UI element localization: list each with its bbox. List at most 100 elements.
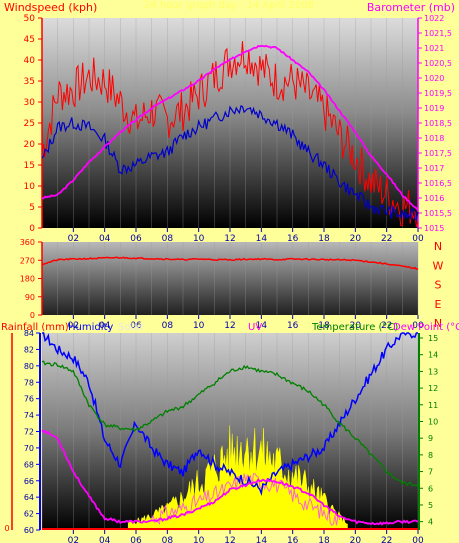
temperature-tick-label: 7 bbox=[428, 468, 433, 477]
humidity-tick-label: 78 bbox=[24, 378, 34, 387]
x-tick-label: 02 bbox=[68, 234, 79, 244]
x-tick-label: 16 bbox=[287, 234, 299, 244]
wind-direction-line bbox=[41, 256, 418, 270]
wind-y-tick-label: 50 bbox=[24, 14, 36, 24]
x-tick-label: 20 bbox=[350, 536, 362, 543]
barometer-y-tick-label: 1015,5 bbox=[424, 209, 452, 218]
x-tick-label: 16 bbox=[287, 321, 299, 331]
x-tick-label: 20 bbox=[350, 321, 362, 331]
x-tick-label: 06 bbox=[130, 234, 142, 244]
x-tick-label: 12 bbox=[224, 536, 235, 543]
wind-y-tick-label: 45 bbox=[24, 35, 35, 45]
wind-y-tick-label: 5 bbox=[29, 203, 35, 213]
dewpoint-line bbox=[41, 429, 419, 526]
x-tick-label: 12 bbox=[224, 321, 235, 331]
temperature-tick-label: 5 bbox=[428, 501, 433, 510]
direction-y-tick-label: 180 bbox=[20, 275, 35, 284]
temperature-line bbox=[41, 360, 419, 487]
x-tick-label: 06 bbox=[130, 321, 142, 331]
chart-title: 24 hour graph day : 14 April 2008 bbox=[144, 0, 314, 11]
humidity-tick-label: 74 bbox=[24, 411, 34, 420]
humidity-line bbox=[42, 332, 418, 496]
barometer-y-tick-label: 1018 bbox=[424, 134, 444, 143]
x-tick-label: 00 bbox=[412, 234, 424, 244]
uv-label: UV bbox=[248, 322, 262, 333]
compass-label: E bbox=[435, 298, 442, 311]
x-tick-label: 08 bbox=[162, 234, 174, 244]
direction-y-tick-label: 360 bbox=[20, 238, 35, 247]
direction-y-tick-label: 0 bbox=[30, 311, 35, 320]
compass-label: W bbox=[433, 259, 444, 272]
x-tick-label: 18 bbox=[318, 536, 330, 543]
x-tick-label: 18 bbox=[318, 234, 330, 244]
x-tick-label: 02 bbox=[68, 536, 79, 543]
barometer-y-tick-label: 1016,5 bbox=[424, 179, 452, 188]
compass-label: S bbox=[435, 279, 442, 292]
humidity-tick-label: 60 bbox=[24, 526, 34, 535]
compass-label: N bbox=[434, 240, 442, 253]
barometer-axis-title: Barometer (mb) bbox=[367, 1, 455, 14]
x-tick-label: 04 bbox=[99, 321, 111, 331]
temperature-tick-label: 4 bbox=[428, 518, 433, 527]
humidity-tick-label: 64 bbox=[24, 493, 34, 502]
barometer-y-tick-label: 1019,5 bbox=[424, 89, 452, 98]
x-tick-label: 22 bbox=[381, 321, 392, 331]
dewpoint-label: Dew Point (°C) bbox=[393, 322, 459, 333]
barometer-y-tick-label: 1020,5 bbox=[424, 59, 452, 68]
wind-y-tick-label: 40 bbox=[24, 56, 36, 66]
x-tick-label: 00 bbox=[412, 321, 424, 331]
direction-y-tick-label: 270 bbox=[20, 256, 35, 265]
x-tick-label: 00 bbox=[412, 536, 424, 543]
compass-label: N bbox=[434, 317, 442, 330]
direction-y-tick-label: 90 bbox=[25, 293, 35, 302]
temperature-tick-label: 10 bbox=[428, 417, 438, 426]
wind-y-tick-label: 10 bbox=[24, 182, 36, 192]
temperature-tick-label: 11 bbox=[428, 401, 438, 410]
barometer-y-tick-label: 1016 bbox=[424, 194, 444, 203]
barometer-y-tick-label: 1021 bbox=[424, 44, 444, 53]
x-tick-label: 04 bbox=[99, 536, 111, 543]
barometer-y-tick-label: 1020 bbox=[424, 74, 444, 83]
wind-speed-line bbox=[41, 105, 419, 221]
humidity-tick-label: 76 bbox=[24, 395, 34, 404]
barometer-y-tick-label: 1022 bbox=[424, 14, 444, 23]
x-tick-label: 14 bbox=[256, 536, 268, 543]
barometer-y-tick-label: 1018,5 bbox=[424, 119, 452, 128]
temperature-label: Temperature (°C) bbox=[311, 322, 398, 333]
humidity-tick-label: 82 bbox=[24, 345, 34, 354]
x-tick-label: 10 bbox=[193, 321, 205, 331]
wind-y-tick-label: 20 bbox=[24, 140, 36, 150]
temperature-tick-label: 6 bbox=[428, 484, 433, 493]
uv-line bbox=[151, 473, 341, 526]
humidity-tick-label: 84 bbox=[24, 329, 34, 338]
x-tick-label: 02 bbox=[68, 321, 79, 331]
x-tick-label: 18 bbox=[318, 321, 330, 331]
x-tick-label: 06 bbox=[130, 536, 142, 543]
humidity-tick-label: 80 bbox=[24, 362, 34, 371]
humidity-tick-label: 66 bbox=[24, 477, 34, 486]
x-tick-label: 10 bbox=[193, 536, 205, 543]
wind-y-tick-label: 15 bbox=[24, 161, 35, 171]
barometer-line bbox=[41, 44, 419, 211]
humidity-tick-label: 72 bbox=[24, 428, 34, 437]
x-tick-label: 20 bbox=[350, 234, 362, 244]
x-tick-label: 08 bbox=[162, 536, 174, 543]
rainfall-tick-label: 0 bbox=[4, 524, 9, 533]
temperature-tick-label: 8 bbox=[428, 451, 433, 460]
temperature-tick-label: 14 bbox=[428, 351, 438, 360]
wind-axis-title: Windspeed (kph) bbox=[4, 1, 97, 14]
temperature-tick-label: 9 bbox=[428, 434, 433, 443]
barometer-y-tick-label: 1017,5 bbox=[424, 149, 452, 158]
x-tick-label: 22 bbox=[381, 536, 392, 543]
humidity-label: Humidity bbox=[68, 322, 113, 333]
humidity-tick-label: 70 bbox=[24, 444, 34, 453]
barometer-y-tick-label: 1019 bbox=[424, 104, 444, 113]
x-tick-label: 04 bbox=[99, 234, 111, 244]
wind-y-tick-label: 25 bbox=[24, 119, 35, 129]
wind-y-tick-label: 0 bbox=[29, 224, 35, 234]
humidity-tick-label: 62 bbox=[24, 510, 34, 519]
wind-y-tick-label: 35 bbox=[24, 77, 35, 87]
humidity-tick-label: 68 bbox=[24, 460, 34, 469]
barometer-y-tick-label: 1017 bbox=[424, 164, 444, 173]
